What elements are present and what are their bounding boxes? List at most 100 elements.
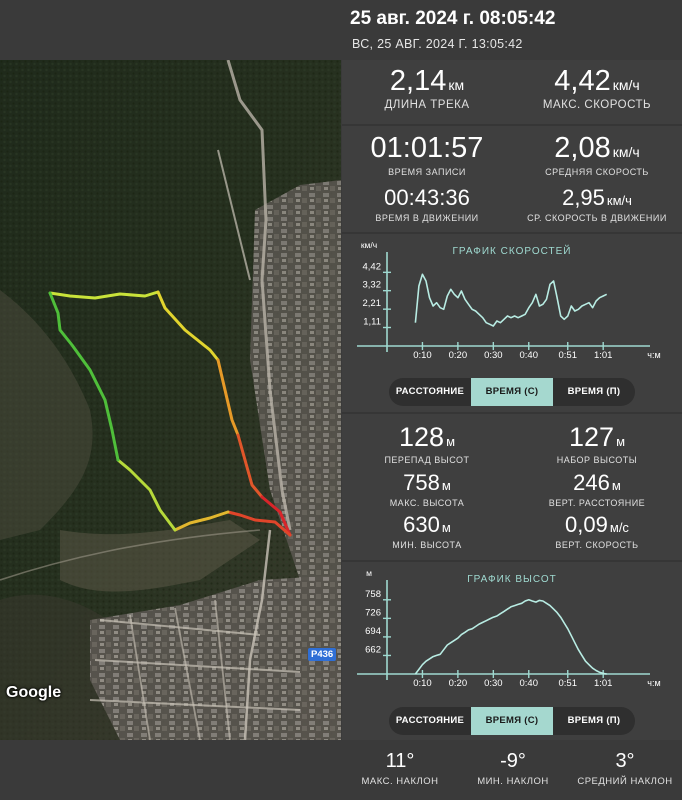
vert-speed-label: ВЕРТ. СКОРОСТЬ <box>555 540 639 550</box>
avg-speed-value: 2,08 <box>554 132 611 164</box>
speed-chart-y-unit-label: км/ч <box>361 240 377 250</box>
max-elev-stat: 758 м МАКС. ВЫСОТА <box>342 470 512 508</box>
max-elev-value: 758 <box>403 470 440 495</box>
road <box>226 60 292 531</box>
elevation-chart-series-line <box>414 598 607 675</box>
elev-diff-stat: 128 м ПЕРЕПАД ВЫСОТ <box>342 422 512 465</box>
toggle-time-total[interactable]: ВРЕМЯ (С) <box>471 378 553 406</box>
record-time-value: 01:01:57 <box>370 132 484 164</box>
moving-time-stat: 00:43:36 ВРЕМЯ В ДВИЖЕНИИ <box>342 185 512 223</box>
avg-moving-speed-stat: 2,95 км/ч СР. СКОРОСТЬ В ДВИЖЕНИИ <box>512 185 682 223</box>
toggle-time-moving[interactable]: ВРЕМЯ (П) <box>567 715 621 726</box>
track-length-stat: 2,14 км ДЛИНА ТРЕКА <box>342 65 512 111</box>
min-elev-stat: 630 м МИН. ВЫСОТА <box>342 512 512 550</box>
max-elev-label: МАКС. ВЫСОТА <box>389 498 465 508</box>
speed-chart-y-tick-label: 4,42 <box>363 261 382 272</box>
elevation-axis-toggle[interactable]: РАССТОЯНИЕ ВРЕМЯ (С) ВРЕМЯ (П) <box>389 707 635 735</box>
avg-speed-unit: км/ч <box>612 144 640 160</box>
max-speed-unit: км/ч <box>612 77 640 93</box>
avg-slope-value: 3° <box>615 750 635 772</box>
max-slope-label: МАКС. НАКЛОН <box>361 776 439 787</box>
max-slope-stat: 11° МАКС. НАКЛОН <box>340 750 460 787</box>
min-elev-label: МИН. ВЫСОТА <box>392 540 462 550</box>
divider <box>342 560 682 562</box>
elev-diff-unit: м <box>446 434 455 449</box>
speed-chart-x-unit-label: ч:м <box>647 350 660 360</box>
track-length-label: ДЛИНА ТРЕКА <box>384 99 470 111</box>
toggle-distance[interactable]: РАССТОЯНИЕ <box>395 715 465 726</box>
divider <box>342 124 682 126</box>
elevation-chart-x-tick-label: 0:20 <box>449 678 468 689</box>
avg-speed-label: СРЕДНЯЯ СКОРОСТЬ <box>545 167 649 177</box>
min-elev-unit: м <box>441 520 451 535</box>
speed-chart-x-tick-label: 1:01 <box>594 350 613 361</box>
avg-moving-speed-value: 2,95 <box>562 185 605 210</box>
divider <box>342 232 682 234</box>
map-canvas[interactable] <box>0 60 341 740</box>
vert-distance-stat: 246 м ВЕРТ. РАССТОЯНИЕ <box>512 470 682 508</box>
elevation-chart-x-tick-label: 1:01 <box>594 678 613 689</box>
toggle-time-moving[interactable]: ВРЕМЯ (П) <box>567 386 621 397</box>
toggle-time-total[interactable]: ВРЕМЯ (С) <box>471 707 553 735</box>
avg-speed-stat: 2,08 км/ч СРЕДНЯЯ СКОРОСТЬ <box>512 132 682 177</box>
min-slope-value: -9° <box>500 750 526 772</box>
speed-chart-y-tick-label: 3,32 <box>363 280 382 291</box>
elev-gain-value: 127 <box>569 422 615 452</box>
stats-panel: 2,14 км ДЛИНА ТРЕКА 4,42 км/ч МАКС. СКОРОС… <box>342 60 682 740</box>
slope-stats-bar: 11° МАКС. НАКЛОН -9° МИН. НАКЛОН 3° СРЕД… <box>0 740 682 800</box>
vert-distance-value: 246 <box>573 470 610 495</box>
track-title: 25 авг. 2024 г. 08:05:42 <box>350 8 556 29</box>
speed-chart-x-tick-label: 0:10 <box>413 350 432 361</box>
vert-speed-stat: 0,09 м/с ВЕРТ. СКОРОСТЬ <box>512 512 682 550</box>
avg-slope-stat: 3° СРЕДНИЙ НАКЛОН <box>565 750 682 787</box>
road-number-badge: Р436 <box>308 648 337 661</box>
speed-chart-x-tick-label: 0:51 <box>559 350 578 361</box>
moving-time-value: 00:43:36 <box>384 185 470 210</box>
elevation-chart-svg: м 662 694 726 758 0:10 0:20 0:30 0:40 0:51 1:01 ч:м <box>357 568 661 689</box>
speed-chart-x-tick-label: 0:30 <box>484 350 503 361</box>
elev-gain-label: НАБОР ВЫСОТЫ <box>556 455 638 465</box>
elevation-chart-x-tick-label: 0:30 <box>484 678 503 689</box>
min-elev-value: 630 <box>403 512 440 537</box>
elevation-chart-y-unit-label: м <box>366 568 372 578</box>
min-slope-label: МИН. НАКЛОН <box>477 776 549 787</box>
min-slope-stat: -9° МИН. НАКЛОН <box>453 750 573 787</box>
speed-chart-y-tick-label: 1,11 <box>363 317 381 328</box>
record-time-stat: 01:01:57 ВРЕМЯ ЗАПИСИ <box>342 132 512 177</box>
track-subtitle: ВС, 25 АВГ. 2024 Г. 13:05:42 <box>352 37 523 51</box>
speed-chart-title: ГРАФИК СКОРОСТЕЙ <box>452 246 572 257</box>
speed-chart-y-tick-label: 2,21 <box>363 298 382 309</box>
speed-chart-x-tick-label: 0:40 <box>520 350 539 361</box>
avg-slope-label: СРЕДНИЙ НАКЛОН <box>577 776 673 787</box>
moving-time-label: ВРЕМЯ В ДВИЖЕНИИ <box>375 213 479 223</box>
elevation-chart-x-tick-label: 0:51 <box>559 678 578 689</box>
speed-chart-series-line <box>414 273 608 327</box>
divider <box>342 412 682 414</box>
avg-moving-speed-unit: км/ч <box>606 193 632 208</box>
elevation-chart-x-tick-label: 0:40 <box>520 678 539 689</box>
record-time-label: ВРЕМЯ ЗАПИСИ <box>388 167 466 177</box>
toggle-distance[interactable]: РАССТОЯНИЕ <box>395 386 465 397</box>
elevation-chart-x-tick-label: 0:10 <box>413 678 432 689</box>
max-slope-value: 11° <box>385 750 415 772</box>
elev-gain-unit: м <box>616 434 625 449</box>
satellite-map[interactable]: Google Р436 <box>0 60 341 740</box>
elevation-chart-y-tick-label: 726 <box>365 607 381 618</box>
speed-axis-toggle[interactable]: РАССТОЯНИЕ ВРЕМЯ (С) ВРЕМЯ (П) <box>389 378 635 406</box>
speed-chart-svg: км/ч 1,11 2,21 3,32 4,42 0:10 0:20 0:30 0:40 0:51… <box>357 240 661 361</box>
track-length-value: 2,14 <box>389 65 447 97</box>
elev-gain-stat: 127 м НАБОР ВЫСОТЫ <box>512 422 682 465</box>
max-speed-stat: 4,42 км/ч МАКС. СКОРОСТЬ <box>512 65 682 111</box>
elev-diff-label: ПЕРЕПАД ВЫСОТ <box>384 455 470 465</box>
elevation-chart-y-tick-label: 694 <box>365 626 381 637</box>
header-bar: 25 авг. 2024 г. 08:05:42 ВС, 25 АВГ. 202… <box>0 0 682 60</box>
vert-distance-label: ВЕРТ. РАССТОЯНИЕ <box>548 498 646 508</box>
elevation-chart-title: ГРАФИК ВЫСОТ <box>467 574 557 585</box>
elev-diff-value: 128 <box>399 422 445 452</box>
max-elev-unit: м <box>441 478 451 493</box>
google-logo: Google <box>6 684 62 701</box>
vert-speed-value: 0,09 <box>565 512 608 537</box>
max-speed-value: 4,42 <box>554 65 611 97</box>
elevation-chart-y-tick-label: 662 <box>365 644 381 655</box>
gps-track <box>48 290 292 537</box>
